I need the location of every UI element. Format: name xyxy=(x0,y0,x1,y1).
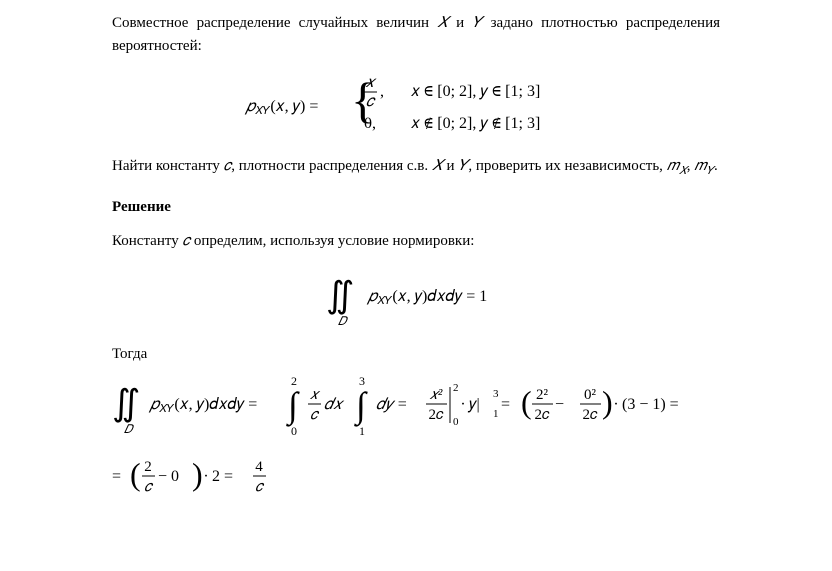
equation-compute-line2: = ( 2 𝑐 − 0 ) ∙ 2 = 4 𝑐 xyxy=(112,453,720,501)
svg-text:𝑝𝑋𝑌(𝑥, 𝑦)𝑑𝑥𝑑𝑦 =: 𝑝𝑋𝑌(𝑥, 𝑦)𝑑𝑥𝑑𝑦 = xyxy=(148,396,257,415)
heading-solution: Решение xyxy=(112,196,720,219)
svg-text:1: 1 xyxy=(359,424,365,438)
svg-text:2: 2 xyxy=(453,382,459,394)
svg-text:−: − xyxy=(555,396,564,413)
svg-text:− 0: − 0 xyxy=(158,468,179,485)
intro-text-2: и xyxy=(448,15,472,31)
task-text-2: , плотности распределения с.в. xyxy=(231,158,432,174)
svg-text:(: ( xyxy=(521,384,532,420)
task-paragraph: Найти константу 𝑐, плотности распределен… xyxy=(112,155,720,180)
svg-text:2𝑐: 2𝑐 xyxy=(582,407,598,423)
var-X: 𝑋 xyxy=(437,15,448,31)
svg-text:1: 1 xyxy=(493,408,499,420)
var-Y-2: 𝑌 xyxy=(458,158,468,174)
svg-text:): ) xyxy=(602,384,613,420)
svg-text:0,: 0, xyxy=(364,115,376,132)
normalization-paragraph: Константу 𝑐 определим, используя условие… xyxy=(112,230,720,253)
svg-text:∫: ∫ xyxy=(286,385,300,427)
norm-text-1: Константу xyxy=(112,233,182,249)
task-text-1: Найти константу xyxy=(112,158,224,174)
svg-text:𝐷: 𝐷 xyxy=(124,422,134,436)
svg-text:=: = xyxy=(112,468,121,485)
equation-piecewise-svg: 𝑝𝑋𝑌(𝑥, 𝑦) = { 𝑥 𝑐 , 𝑥 ∈ [0; 2], 𝑦 ∈ [1; … xyxy=(216,71,616,141)
svg-text:0: 0 xyxy=(291,424,297,438)
task-text-5: . xyxy=(714,158,718,174)
mY: 𝑚𝑌 xyxy=(694,158,714,174)
svg-text:𝑐: 𝑐 xyxy=(310,407,320,423)
mX: 𝑚𝑋 xyxy=(667,158,687,174)
svg-text:∙ (3 − 1) =: ∙ (3 − 1) = xyxy=(614,396,679,413)
svg-text:𝑐: 𝑐 xyxy=(255,479,265,495)
svg-text:𝑝𝑋𝑌(𝑥, 𝑦)𝑑𝑥𝑑𝑦 = 1: 𝑝𝑋𝑌(𝑥, 𝑦)𝑑𝑥𝑑𝑦 = 1 xyxy=(366,288,487,307)
svg-text:𝑥 ∈ [0; 2], 𝑦 ∈ [1; 3]: 𝑥 ∈ [0; 2], 𝑦 ∈ [1; 3] xyxy=(411,83,540,100)
svg-text:𝑑𝑦 =: 𝑑𝑦 = xyxy=(376,396,408,413)
equation-compute-line1-svg: ∬ 𝐷 𝑝𝑋𝑌(𝑥, 𝑦)𝑑𝑥𝑑𝑦 = 2 ∫ 0 𝑥 𝑐 𝑑𝑥 3 ∫ 1 𝑑… xyxy=(112,373,720,439)
svg-text:𝑝𝑋𝑌(𝑥, 𝑦) =: 𝑝𝑋𝑌(𝑥, 𝑦) = xyxy=(244,98,318,117)
svg-text:𝐷: 𝐷 xyxy=(338,314,348,328)
svg-text:(: ( xyxy=(130,456,141,492)
svg-text:𝑥: 𝑥 xyxy=(310,387,321,403)
svg-text:∬: ∬ xyxy=(326,275,354,315)
svg-text:0: 0 xyxy=(453,416,459,428)
svg-text:𝑥²: 𝑥² xyxy=(430,387,443,403)
svg-text:∫: ∫ xyxy=(354,385,368,427)
var-c-2: 𝑐 xyxy=(182,233,190,249)
svg-text:,: , xyxy=(380,83,384,100)
page: Совместное распределение случайных велич… xyxy=(0,0,832,571)
svg-text:∬: ∬ xyxy=(112,383,140,423)
svg-text:0²: 0² xyxy=(584,387,597,403)
svg-text:2𝑐: 2𝑐 xyxy=(428,407,444,423)
intro-text-1: Совместное распределение случайных велич… xyxy=(112,15,437,31)
equation-piecewise: 𝑝𝑋𝑌(𝑥, 𝑦) = { 𝑥 𝑐 , 𝑥 ∈ [0; 2], 𝑦 ∈ [1; … xyxy=(112,71,720,141)
word-then: Тогда xyxy=(112,343,720,366)
svg-text:3: 3 xyxy=(493,388,499,400)
equation-compute-line1: ∬ 𝐷 𝑝𝑋𝑌(𝑥, 𝑦)𝑑𝑥𝑑𝑦 = 2 ∫ 0 𝑥 𝑐 𝑑𝑥 3 ∫ 1 𝑑… xyxy=(112,373,720,439)
intro-paragraph: Совместное распределение случайных велич… xyxy=(112,12,720,57)
equation-normalization: ∬ 𝐷 𝑝𝑋𝑌(𝑥, 𝑦)𝑑𝑥𝑑𝑦 = 1 xyxy=(112,267,720,329)
svg-text:2𝑐: 2𝑐 xyxy=(534,407,550,423)
svg-text:𝑑𝑥: 𝑑𝑥 xyxy=(324,396,345,413)
svg-text:2: 2 xyxy=(144,459,152,475)
svg-text:𝑐: 𝑐 xyxy=(144,479,154,495)
task-text-3: и xyxy=(443,158,459,174)
svg-text:𝑥 ∉ [0; 2], 𝑦 ∉ [1; 3]: 𝑥 ∉ [0; 2], 𝑦 ∉ [1; 3] xyxy=(411,115,540,132)
var-Y: 𝑌 xyxy=(472,15,482,31)
svg-text:𝑥: 𝑥 xyxy=(366,74,378,91)
svg-text:2²: 2² xyxy=(536,387,549,403)
task-text-4: , проверить их независимость, xyxy=(468,158,666,174)
equation-compute-line2-svg: = ( 2 𝑐 − 0 ) ∙ 2 = 4 𝑐 xyxy=(112,453,352,501)
equation-normalization-svg: ∬ 𝐷 𝑝𝑋𝑌(𝑥, 𝑦)𝑑𝑥𝑑𝑦 = 1 xyxy=(286,267,546,329)
svg-text:∙ 2 =: ∙ 2 = xyxy=(204,468,233,485)
var-X-2: 𝑋 xyxy=(432,158,443,174)
norm-text-2: определим, используя условие нормировки: xyxy=(190,233,474,249)
svg-text:4: 4 xyxy=(255,459,263,475)
svg-text:): ) xyxy=(192,456,203,492)
svg-text:∙ 𝑦|: ∙ 𝑦| xyxy=(461,396,480,413)
svg-text:=: = xyxy=(501,396,510,413)
